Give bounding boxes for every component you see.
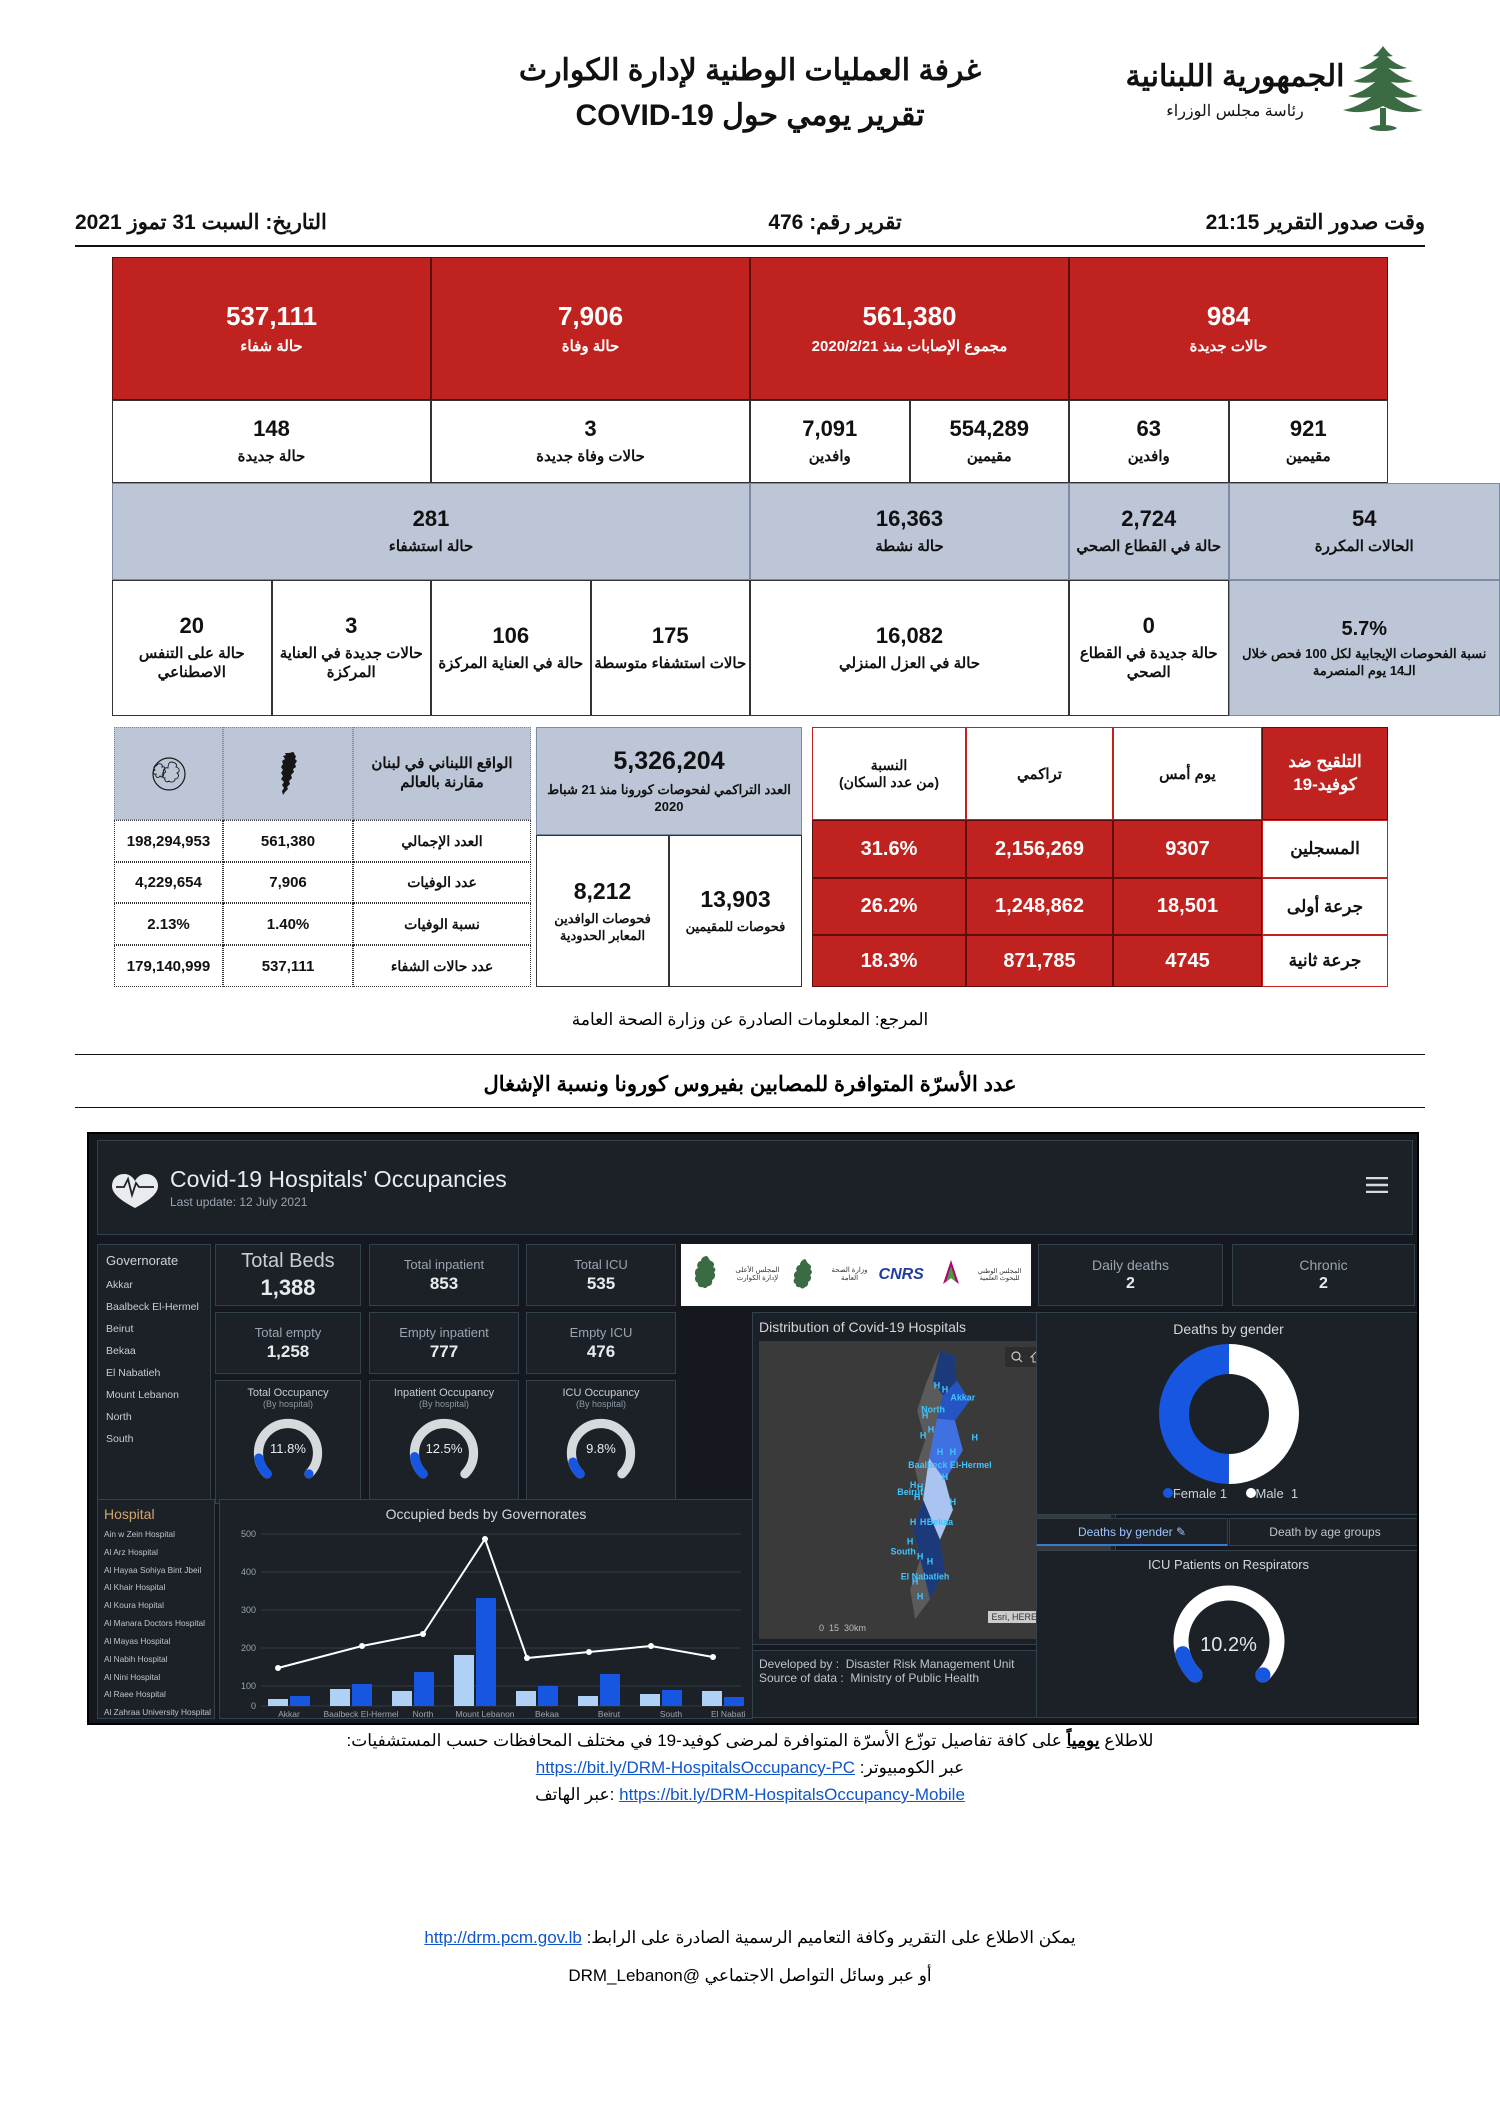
svg-text:South: South (660, 1709, 682, 1719)
svg-text:Beirut: Beirut (598, 1709, 621, 1719)
svg-text:El Nabatieh: El Nabatieh (901, 1571, 950, 1581)
svg-text:500: 500 (241, 1529, 256, 1539)
svg-text:100: 100 (241, 1681, 256, 1691)
svg-text:Mount Lebanon: Mount Lebanon (455, 1709, 514, 1719)
svg-text:Akkar: Akkar (950, 1393, 975, 1403)
svg-text:200: 200 (241, 1643, 256, 1653)
svg-text:H: H (920, 1430, 926, 1440)
svg-text:H: H (912, 1576, 918, 1586)
svg-text:H: H (950, 1497, 956, 1507)
svg-text:400: 400 (241, 1567, 256, 1577)
svg-text:H: H (942, 1385, 948, 1395)
svg-text:North: North (413, 1709, 434, 1719)
svg-text:Akkar: Akkar (278, 1709, 300, 1719)
svg-text:H: H (910, 1517, 916, 1527)
svg-text:H: H (917, 1591, 923, 1601)
svg-text:North: North (921, 1405, 945, 1415)
svg-text:H: H (914, 1492, 920, 1502)
svg-text:H: H (971, 1432, 977, 1442)
svg-text:H: H (934, 1381, 940, 1391)
svg-text:H: H (907, 1537, 913, 1547)
svg-text:H: H (920, 1517, 926, 1527)
svg-text:Bekaa: Bekaa (535, 1709, 559, 1719)
svg-text:El Nabatieh: El Nabatieh (711, 1709, 746, 1719)
svg-text:H: H (927, 1557, 933, 1567)
svg-text:Baalbeck El-Hermel: Baalbeck El-Hermel (908, 1460, 991, 1470)
svg-text:0: 0 (251, 1701, 256, 1711)
svg-text:Bekaa: Bekaa (927, 1517, 954, 1527)
svg-text:300: 300 (241, 1605, 256, 1615)
svg-text:H: H (950, 1447, 956, 1457)
svg-text:H: H (928, 1424, 934, 1434)
svg-text:H: H (942, 1472, 948, 1482)
svg-text:Baalbeck El-Hermel: Baalbeck El-Hermel (323, 1709, 398, 1719)
svg-text:H: H (910, 1480, 916, 1490)
svg-text:H: H (937, 1447, 943, 1457)
svg-text:H: H (917, 1552, 923, 1562)
svg-text:H: H (917, 1482, 923, 1492)
svg-text:South: South (891, 1547, 916, 1557)
